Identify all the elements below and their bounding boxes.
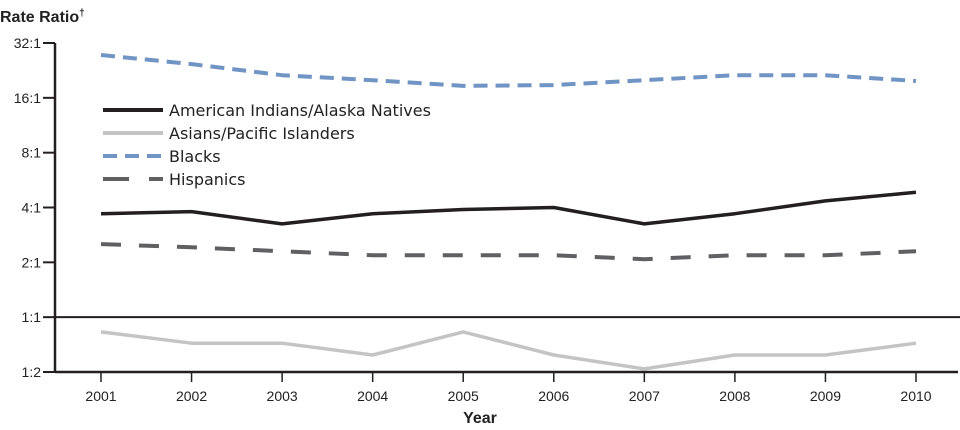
series-line-asians-pacific-islanders: [100, 330, 917, 371]
series-line-blacks: [100, 53, 917, 88]
series-line-hispanics: [100, 242, 917, 262]
legend-label-blacks: Blacks: [169, 147, 221, 166]
x-tick-label: 2010: [900, 388, 931, 404]
legend-label-asians-pacific-islanders: Asians/Pacific Islanders: [169, 124, 355, 143]
y-tick-label: 1:1: [22, 309, 42, 325]
x-tick-label: 2003: [267, 388, 298, 404]
x-tick-label: 2008: [719, 388, 750, 404]
x-tick-label: 2002: [176, 388, 207, 404]
x-tick-label: 2007: [629, 388, 660, 404]
y-tick-label: 16:1: [14, 90, 41, 106]
y-tick-label: 32:1: [14, 35, 41, 51]
x-tick-label: 2006: [538, 388, 569, 404]
x-tick-label: 2004: [357, 388, 388, 404]
y-axis-title: Rate Ratio†: [0, 8, 85, 26]
legend-label-hispanics: Hispanics: [169, 170, 246, 189]
x-tick-label: 2001: [85, 388, 116, 404]
x-axis-title: Year: [463, 410, 497, 427]
series-line-american-indians-alaska-natives: [100, 190, 917, 226]
y-tick-label: 8:1: [22, 145, 42, 161]
axes: 1:2 1:1 2:1 4:1 8:1 16:1 32:1 2001 2002 2003 2004 2…: [14, 35, 960, 404]
x-tick-label: 2009: [810, 388, 841, 404]
y-tick-label: 4:1: [22, 200, 42, 216]
y-tick-label: 2:1: [22, 254, 42, 270]
y-tick-label: 1:2: [22, 364, 42, 380]
legend-label-american-indians-alaska-natives: American Indians/Alaska Natives: [169, 101, 431, 120]
legend: American Indians/Alaska Natives Asians/Pa…: [103, 101, 431, 189]
y-axis-title-text: Rate Ratio: [0, 9, 79, 26]
x-tick-label: 2005: [448, 388, 479, 404]
y-axis-title-mark: †: [79, 8, 85, 19]
plot-area: [100, 53, 917, 371]
